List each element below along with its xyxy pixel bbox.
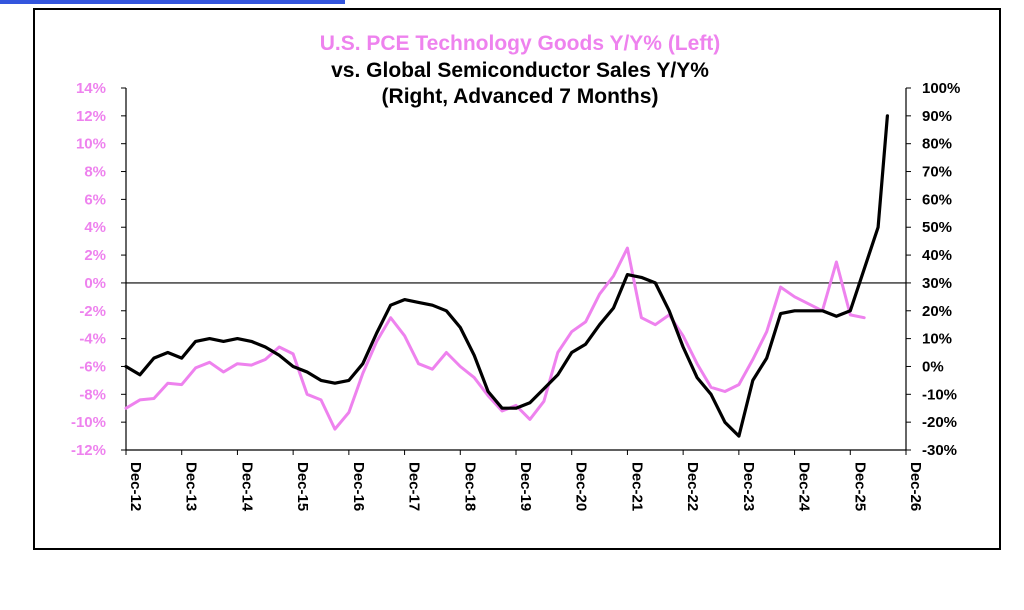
- left-axis-ticks: 14% 12% 10% 8% 6% 4% 2% 0% -2% -4% -6% -8% -10% -12%: [71, 80, 126, 459]
- x-tick-label: Dec-13: [183, 462, 200, 511]
- right-tick-label: 30%: [922, 275, 952, 292]
- right-tick-label: -10%: [922, 386, 957, 403]
- chart-title-line-3: (Right, Advanced 7 Months): [382, 85, 659, 108]
- right-tick-label: 60%: [922, 191, 952, 208]
- left-tick-label: -2%: [79, 303, 106, 320]
- x-tick-label: Dec-16: [350, 462, 367, 511]
- right-tick-label: 10%: [922, 331, 952, 348]
- x-tick-label: Dec-22: [684, 462, 701, 511]
- chart-title-line-2: vs. Global Semiconductor Sales Y/Y%: [331, 59, 709, 82]
- x-tick-label: Dec-23: [740, 462, 757, 511]
- x-tick-label: Dec-15: [294, 462, 311, 511]
- axes: [125, 88, 907, 451]
- left-tick-label: 8%: [84, 164, 106, 181]
- left-tick-label: 0%: [84, 275, 106, 292]
- left-tick-label: 6%: [84, 191, 106, 208]
- x-tick-label: Dec-17: [406, 462, 423, 511]
- series-line-semis: [124, 114, 889, 438]
- x-tick-label: Dec-19: [517, 462, 534, 511]
- right-tick-label: -20%: [922, 414, 957, 431]
- x-tick-label: Dec-12: [127, 462, 144, 511]
- chart-title-group: U.S. PCE Technology Goods Y/Y% (Left) vs…: [320, 32, 721, 108]
- left-tick-label: -10%: [71, 414, 106, 431]
- x-tick-label: Dec-18: [461, 462, 478, 511]
- left-tick-label: 4%: [84, 219, 106, 236]
- right-axis-ticks: 100% 90% 80% 70% 60% 50% 40% 30% 20% 10% 0% -10% -20…: [906, 80, 960, 459]
- left-tick-label: -4%: [79, 331, 106, 348]
- right-tick-label: -30%: [922, 442, 957, 459]
- chart-title-line-1: U.S. PCE Technology Goods Y/Y% (Left): [320, 32, 721, 55]
- left-tick-label: -6%: [79, 358, 106, 375]
- left-tick-label: 12%: [76, 108, 106, 125]
- series-line-pce: [124, 246, 866, 431]
- x-tick-label: Dec-20: [573, 462, 590, 511]
- right-tick-label: 40%: [922, 247, 952, 264]
- left-tick-label: 14%: [76, 80, 106, 97]
- x-tick-label: Dec-14: [238, 462, 255, 512]
- right-tick-label: 50%: [922, 219, 952, 236]
- right-tick-label: 90%: [922, 108, 952, 125]
- right-tick-label: 100%: [922, 80, 960, 97]
- right-tick-label: 20%: [922, 303, 952, 320]
- x-tick-label: Dec-21: [628, 462, 645, 511]
- right-tick-label: 70%: [922, 164, 952, 181]
- left-tick-label: 10%: [76, 136, 106, 153]
- left-tick-label: -12%: [71, 442, 106, 459]
- x-tick-label: Dec-26: [907, 462, 924, 511]
- series-lines: [124, 114, 889, 438]
- right-tick-label: 80%: [922, 136, 952, 153]
- x-tick-label: Dec-25: [851, 462, 868, 511]
- x-axis-ticks: Dec-12 Dec-13 Dec-14 Dec-15 Dec-16 Dec-17 Dec-…: [125, 450, 924, 512]
- x-tick-label: Dec-24: [796, 462, 813, 512]
- left-tick-label: 2%: [84, 247, 106, 264]
- right-tick-label: 0%: [922, 358, 944, 375]
- left-tick-label: -8%: [79, 386, 106, 403]
- top-link-underline: [0, 0, 345, 4]
